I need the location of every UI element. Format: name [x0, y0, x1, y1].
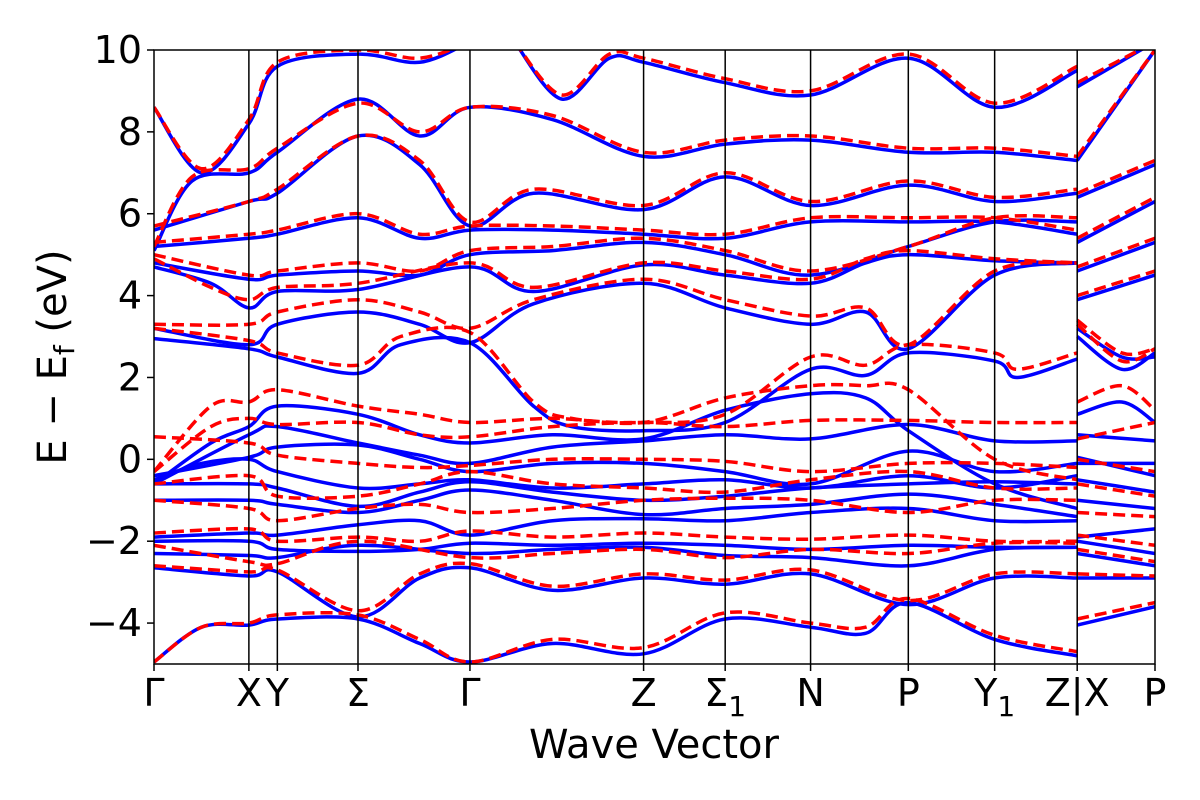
- band-line: [1076, 383, 1155, 412]
- band-line: [1076, 162, 1155, 200]
- band-lines: [154, 50, 1155, 664]
- band-line: [154, 101, 1078, 248]
- kpoint-subscript: 1: [997, 690, 1015, 723]
- x-tick-label: Y: [265, 671, 290, 715]
- band-line: [154, 261, 1078, 352]
- band-line: [1076, 273, 1155, 302]
- band-line: [154, 600, 1078, 664]
- y-axis-ticks: −4 −2 0 2 4 6 8 10: [86, 28, 154, 645]
- y-tick-label: 6: [118, 192, 142, 236]
- band-line: [1076, 199, 1155, 244]
- band-line: [154, 539, 1078, 568]
- x-tick-label: P: [1144, 671, 1167, 715]
- x-tick-label: P: [897, 671, 920, 715]
- band-line: [1076, 551, 1155, 568]
- kpoint-letter: X: [236, 671, 262, 715]
- y-tick-label: 0: [118, 437, 142, 481]
- band-line: [1076, 457, 1155, 474]
- kpoint-divider-lines: [248, 50, 1078, 664]
- y-tick-label: 2: [118, 355, 142, 399]
- band-line: [154, 97, 1078, 252]
- band-line: [1076, 420, 1155, 441]
- kpoint-letter: Σ: [346, 671, 370, 715]
- band-line: [1075, 50, 1155, 158]
- x-tick-label: Σ1: [704, 671, 746, 723]
- series-2: [154, 50, 1155, 664]
- band-line: [1076, 533, 1155, 548]
- y-axis-label-subscript: f: [48, 344, 81, 355]
- x-tick-label: Γ: [143, 671, 164, 715]
- plot-frame: [153, 49, 1156, 665]
- band-line: [154, 335, 1078, 433]
- band-line: [154, 213, 1078, 278]
- x-tick-label: Γ: [459, 671, 480, 715]
- x-tick-label: N: [796, 671, 824, 715]
- band-line: [154, 50, 455, 171]
- band-line: [1076, 50, 1144, 85]
- band-line: [154, 325, 1078, 425]
- band-line: [154, 133, 1078, 228]
- band-line: [1076, 604, 1155, 627]
- band-line: [1076, 240, 1155, 273]
- x-tick-label: X: [236, 671, 262, 715]
- band-line: [1076, 482, 1155, 498]
- kpoint-letter: Z: [631, 671, 657, 715]
- band-line: [154, 390, 1078, 511]
- band-line: [1076, 318, 1155, 357]
- band-line: [1076, 400, 1155, 424]
- band-line: [154, 561, 1078, 613]
- y-tick-label: 10: [94, 28, 142, 72]
- band-line: [1076, 269, 1155, 298]
- band-line: [1076, 236, 1155, 269]
- band-line: [1076, 539, 1155, 556]
- band-line: [1076, 326, 1155, 361]
- y-tick-label: 8: [118, 110, 142, 154]
- y-tick-label: 4: [118, 274, 142, 318]
- kpoint-subscript: 1: [728, 690, 746, 723]
- x-tick-label: Y1: [973, 671, 1015, 723]
- band-line: [1076, 547, 1155, 564]
- x-tick-label: Z|X: [1045, 671, 1110, 716]
- x-axis-kpoint-labels: Γ X Y Σ Γ Z Σ1 N P Y1 Z|X P: [143, 664, 1166, 723]
- band-line: [154, 50, 458, 175]
- y-tick-label: −4: [86, 601, 142, 645]
- kpoint-letter: P: [897, 671, 920, 715]
- band-line: [154, 381, 1078, 482]
- band-line: [1076, 322, 1155, 364]
- band-line: [1076, 50, 1145, 89]
- kpoint-letter: Y: [265, 671, 290, 715]
- band-line: [1076, 195, 1155, 240]
- x-axis-label: Wave Vector: [529, 722, 780, 768]
- series-1: [154, 50, 1155, 664]
- band-line: [1077, 498, 1155, 511]
- band-line: [1077, 433, 1155, 443]
- kpoint-letter: Γ: [143, 671, 164, 715]
- band-line: [1076, 158, 1155, 195]
- y-axis-label-main: E − E: [30, 355, 76, 465]
- x-tick-label: Σ: [346, 671, 370, 715]
- band-line: [1077, 572, 1155, 578]
- y-axis-label-unit: (eV): [30, 249, 76, 345]
- band-line: [518, 50, 1078, 105]
- band-line: [518, 50, 1078, 110]
- kpoint-letter: Z|X: [1045, 671, 1110, 716]
- kpoint-letter: N: [796, 671, 824, 715]
- band-line: [1076, 478, 1155, 494]
- y-axis-label: E − Ef (eV): [30, 249, 81, 464]
- kpoint-letter: Y: [973, 671, 998, 715]
- band-line: [1076, 600, 1155, 621]
- y-tick-label: −2: [86, 519, 142, 563]
- band-line: [1077, 510, 1155, 519]
- kpoint-letter: P: [1144, 671, 1167, 715]
- kpoint-letter: Γ: [459, 671, 480, 715]
- x-tick-label: Z: [631, 671, 657, 715]
- kpoint-letter: Σ: [704, 671, 728, 715]
